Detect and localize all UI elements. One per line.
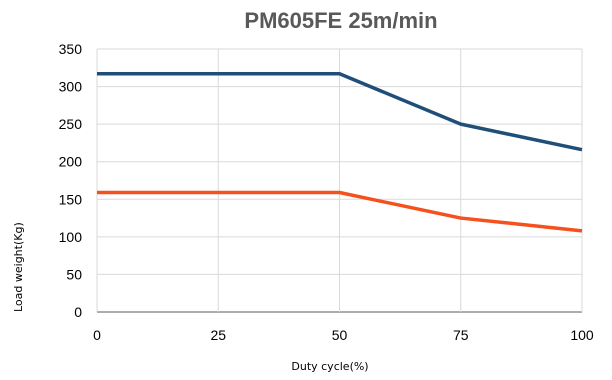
x-axis-label: Duty cycle(%)	[291, 360, 368, 373]
x-tick-label: 100	[570, 327, 594, 343]
y-tick-label: 50	[66, 266, 82, 282]
grid	[96, 48, 583, 313]
chart-title: PM605FE 25m/min	[244, 8, 437, 33]
x-tick-label: 50	[332, 327, 348, 343]
y-tick-label: 0	[74, 304, 82, 320]
x-tick-label: 25	[210, 327, 226, 343]
y-axis-label: Load weight(Kg)	[12, 222, 25, 312]
y-tick-label: 200	[59, 154, 83, 170]
y-tick-label: 250	[59, 116, 83, 132]
x-tick-label: 0	[93, 327, 101, 343]
y-tick-label: 150	[59, 191, 83, 207]
x-tick-label: 75	[453, 327, 469, 343]
y-tick-labels: 0 50 100 150 200 250 300 350	[59, 41, 83, 320]
y-tick-label: 350	[59, 41, 83, 57]
x-tick-labels: 0 25 50 75 100	[93, 327, 594, 343]
series-group	[96, 72, 583, 233]
y-tick-label: 100	[59, 229, 83, 245]
y-tick-label: 300	[59, 79, 83, 95]
